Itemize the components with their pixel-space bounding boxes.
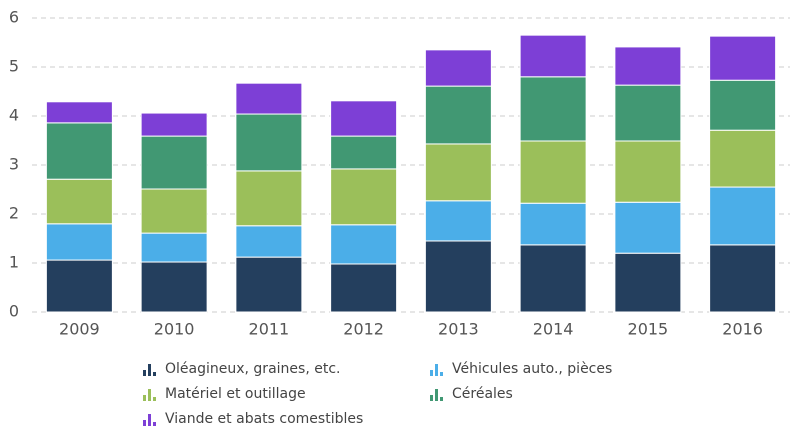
legend-label: Céréales [452, 386, 513, 402]
legend-icon [143, 420, 146, 426]
bar-segment [235, 82, 303, 115]
bar-segment [330, 168, 398, 226]
bar-segment [330, 224, 398, 265]
legend-icon [148, 389, 151, 401]
legend-label: Oléagineux, graines, etc. [165, 361, 340, 377]
legend-icon [148, 364, 151, 376]
bar-segment [424, 200, 492, 242]
legend-icon [435, 389, 438, 401]
bar-segment [235, 256, 303, 313]
legend-icon [153, 372, 156, 376]
x-tick-label: 2009 [59, 320, 100, 339]
bar-segment [424, 49, 492, 87]
legend-label: Matériel et outillage [165, 386, 306, 402]
legend-label: Viande et abats comestibles [165, 411, 363, 427]
bar-segment [140, 232, 208, 263]
legend-icon [440, 397, 443, 401]
legend-icon [435, 364, 438, 376]
bar-segment [519, 34, 587, 78]
bar-segment [614, 46, 682, 86]
bar-segment [45, 178, 113, 225]
bar-segment [235, 113, 303, 172]
bar-segment [235, 225, 303, 258]
bar-segment [519, 140, 587, 204]
bar-segment [45, 259, 113, 313]
x-tick-label: 2010 [154, 320, 195, 339]
bar-segment [140, 135, 208, 190]
bar-segment [614, 84, 682, 142]
bar-segment [45, 223, 113, 261]
bar-segment [140, 188, 208, 234]
bar-segment [519, 76, 587, 142]
bar-segment [614, 201, 682, 254]
bar-segment [330, 100, 398, 137]
y-tick-label: 3 [9, 155, 19, 174]
bar-segment [424, 85, 492, 145]
y-tick-label: 4 [9, 106, 19, 125]
bar-segment [45, 101, 113, 124]
y-tick-label: 1 [9, 253, 19, 272]
legend-icon [143, 370, 146, 376]
y-tick-label: 2 [9, 204, 19, 223]
bar-segment [709, 244, 777, 313]
legend-icon [153, 397, 156, 401]
x-tick-label: 2013 [438, 320, 479, 339]
bar-segment [519, 202, 587, 246]
y-tick-label: 5 [9, 57, 19, 76]
bar-segment [709, 35, 777, 81]
bar-segment [235, 170, 303, 227]
bar-segment [614, 140, 682, 203]
legend-icon [143, 395, 146, 401]
legend-icon [430, 395, 433, 401]
bar-segment [709, 186, 777, 246]
legend-icon [153, 422, 156, 426]
bar-segment [140, 261, 208, 313]
legend-icon [148, 414, 151, 426]
bar-segment [140, 112, 208, 137]
bar-segment [614, 252, 682, 313]
bar-segment [709, 79, 777, 131]
bar-segment [709, 129, 777, 188]
x-tick-label: 2016 [722, 320, 763, 339]
x-tick-label: 2012 [343, 320, 384, 339]
y-tick-label: 6 [9, 8, 19, 27]
y-tick-label: 0 [9, 302, 19, 321]
legend-icon [440, 372, 443, 376]
bar-segment [45, 122, 113, 180]
x-tick-label: 2015 [628, 320, 669, 339]
bar-segment [519, 244, 587, 313]
bar-segment [330, 263, 398, 313]
bar-segment [424, 143, 492, 202]
legend-icon [430, 370, 433, 376]
x-tick-label: 2014 [533, 320, 574, 339]
x-tick-label: 2011 [249, 320, 290, 339]
legend-label: Véhicules auto., pièces [452, 361, 612, 377]
bar-segment [330, 135, 398, 170]
bar-segment [424, 240, 492, 313]
